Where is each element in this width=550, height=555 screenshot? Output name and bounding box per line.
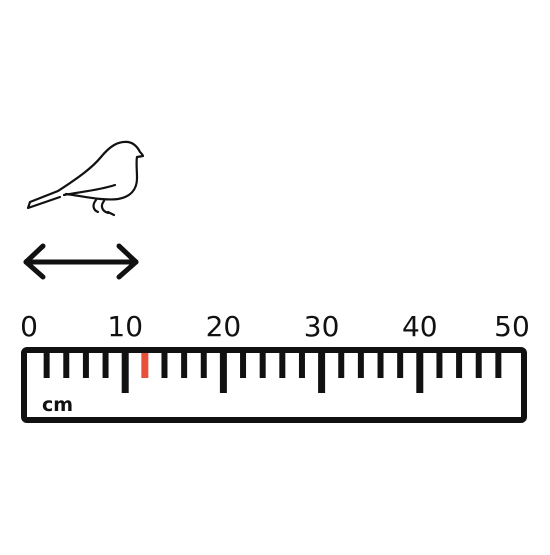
scale-label-50: 50	[494, 310, 530, 343]
double-arrow-icon	[23, 243, 139, 280]
ruler-body	[21, 347, 527, 423]
scale-labels: 0 10 20 30 40 50	[20, 310, 530, 343]
scale-label-20: 20	[206, 310, 242, 343]
ruler: cm	[21, 347, 527, 423]
ruler-ticks	[43, 353, 502, 393]
highlight-tick	[141, 353, 149, 378]
bird-icon	[26, 140, 145, 217]
unit-label: cm	[42, 394, 73, 416]
scale-label-30: 30	[304, 310, 340, 343]
scale-label-10: 10	[107, 310, 143, 343]
scale-label-0: 0	[20, 310, 38, 343]
scale-label-40: 40	[402, 310, 438, 343]
